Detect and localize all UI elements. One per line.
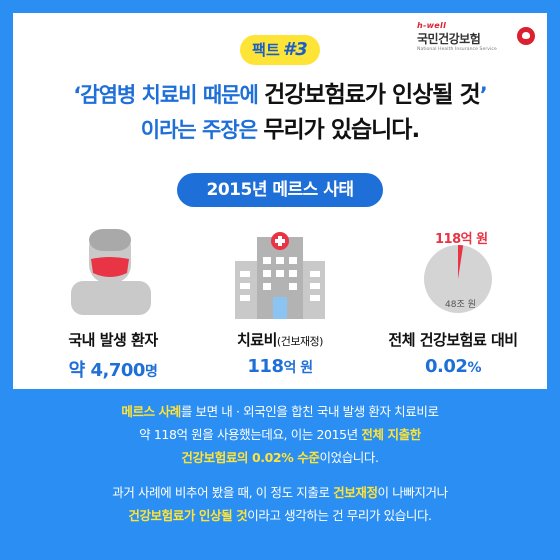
- stat-label-small: (건보재정): [276, 335, 324, 348]
- body-text: 메르스 사례를 보면 내 · 외국인을 합친 국내 발생 환자 치료비로 약 1…: [0, 400, 560, 527]
- body-text-run: 이라고 생각하는 건 무리가 있습니다.: [247, 508, 432, 523]
- headline-emphasis-2: 무리가 있습니다.: [263, 117, 420, 143]
- body-text-run: 약 118억 원을 사용했는데요, 이는 2015년: [139, 427, 362, 442]
- highlight: 건강보험료의 0.02% 수준: [181, 450, 320, 465]
- stat-label-main: 치료비: [237, 331, 277, 349]
- highlight: 건강보험료가 인상될 것: [128, 508, 248, 523]
- headline-emphasis: 건강보험료가 인상될 것: [264, 82, 481, 108]
- heart-icon: [517, 27, 535, 45]
- stat-ratio: 전체 건강보험료 대비 0.02%: [368, 329, 538, 377]
- body-text-run: 를 보면 내 · 외국인을 합친 국내 발생 환자 치료비로: [180, 404, 439, 419]
- logo-sub: National Health Insurance Service: [417, 47, 497, 52]
- stat-treatment-cost: 치료비(건보재정) 118억 원: [200, 329, 360, 377]
- headline-text: ‘감염병 치료비 때문에: [73, 83, 265, 107]
- stat-label: 국내 발생 환자: [68, 331, 158, 349]
- headline-line1: ‘감염병 치료비 때문에 건강보험료가 인상될 것’: [13, 75, 547, 109]
- highlight: 건보재정: [333, 485, 378, 500]
- badge-number: #3: [282, 39, 308, 60]
- highlight: 메르스 사례: [121, 404, 181, 419]
- stat-value: 약 4,700명: [33, 356, 193, 382]
- logo-name: 국민건강보험: [417, 32, 481, 46]
- pie-whole-label: 48조 원: [445, 300, 476, 310]
- pie-slice-label: 118억 원: [435, 232, 488, 247]
- body-paragraph-1: 메르스 사례를 보면 내 · 외국인을 합친 국내 발생 환자 치료비로 약 1…: [0, 400, 560, 469]
- stat-value: 0.02%: [368, 356, 538, 377]
- highlight: 전체 지출한: [361, 427, 421, 442]
- content-card: h-well 국민건강보험 National Health Insurance …: [13, 13, 547, 389]
- logo-brand: h-well: [417, 21, 447, 30]
- stat-unit: %: [467, 360, 481, 376]
- stat-label: 전체 건강보험료 대비: [388, 331, 518, 349]
- stat-unit: 억 원: [283, 360, 313, 376]
- stat-unit: 명: [144, 364, 158, 380]
- stat-number: 118: [247, 356, 284, 377]
- budget-pie-chart: [424, 245, 492, 313]
- headline-line2: 이라는 주장은 무리가 있습니다.: [13, 110, 547, 144]
- stat-label: 치료비(건보재정): [200, 329, 360, 350]
- patient-mask-icon: [71, 229, 151, 315]
- pie-slice: [458, 245, 464, 279]
- logo: h-well 국민건강보험 National Health Insurance …: [417, 21, 537, 52]
- stat-number: 4,700: [90, 360, 146, 381]
- body-text-run: 이 나빠지거나: [377, 485, 449, 500]
- stat-value: 118억 원: [200, 356, 360, 377]
- fact-badge: 팩트 #3: [240, 35, 320, 65]
- badge-prefix: 팩트: [252, 41, 280, 59]
- body-text-run: 이었습니다.: [319, 450, 379, 465]
- stat-value-prefix: 약: [68, 360, 91, 381]
- hospital-icon: [235, 232, 325, 319]
- headline-text-2: 이라는 주장은: [140, 118, 264, 142]
- stat-number: 0.02: [425, 356, 468, 377]
- section-title: 2015년 메르스 사태: [177, 173, 383, 207]
- headline-quote-close: ’: [479, 83, 488, 107]
- body-text-run: 과거 사례에 비추어 봤을 때, 이 정도 지출로: [112, 485, 334, 500]
- stat-patients: 국내 발생 환자 약 4,700명: [33, 329, 193, 382]
- body-paragraph-2: 과거 사례에 비추어 봤을 때, 이 정도 지출로 건보재정이 나빠지거나 건강…: [0, 481, 560, 527]
